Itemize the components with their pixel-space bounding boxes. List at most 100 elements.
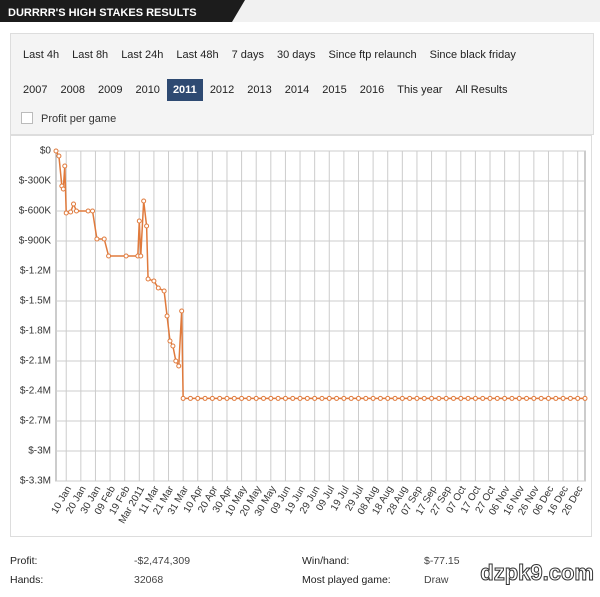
filter-button[interactable]: 2013	[247, 84, 272, 96]
point	[90, 208, 96, 214]
point	[509, 395, 515, 401]
point	[170, 343, 176, 349]
point	[334, 395, 340, 401]
point	[62, 163, 68, 169]
stat-value: Draw	[424, 574, 449, 586]
point	[363, 395, 369, 401]
point	[53, 148, 59, 154]
y-tick-label: $-1.8M	[20, 326, 51, 337]
point	[553, 395, 559, 401]
point	[60, 186, 66, 192]
point	[56, 153, 62, 159]
point	[436, 395, 442, 401]
point	[151, 278, 157, 284]
filter-button[interactable]: 2008	[60, 84, 85, 96]
stat-label: Win/hand:	[302, 555, 350, 567]
point	[71, 201, 77, 207]
point	[450, 395, 456, 401]
point	[414, 395, 420, 401]
point	[161, 288, 167, 294]
checkbox[interactable]: Profit per game	[21, 112, 116, 125]
point	[202, 395, 208, 401]
point	[341, 395, 347, 401]
y-tick-label: $-300K	[19, 176, 52, 187]
plot-area	[55, 150, 586, 482]
filter-button[interactable]: 2010	[135, 84, 160, 96]
y-tick-label: $-3.3M	[20, 476, 51, 487]
point	[575, 395, 581, 401]
header-badge: DURRRR'S HIGH STAKES RESULTS	[0, 0, 245, 22]
point	[275, 395, 281, 401]
header-title: DURRRR'S HIGH STAKES RESULTS	[8, 7, 197, 19]
point	[377, 395, 383, 401]
point	[304, 395, 310, 401]
point	[176, 363, 182, 369]
point	[538, 395, 544, 401]
point	[282, 395, 288, 401]
point	[94, 236, 100, 242]
point	[312, 395, 318, 401]
point	[261, 395, 267, 401]
point	[217, 395, 223, 401]
point	[195, 395, 201, 401]
point	[144, 223, 150, 229]
filter-button[interactable]: This year	[397, 84, 443, 96]
filter-button[interactable]: Last 8h	[72, 49, 109, 61]
checkbox-label: Profit per game	[41, 113, 117, 125]
point	[145, 276, 151, 282]
y-tick-label: $-600K	[19, 206, 52, 217]
point	[326, 395, 332, 401]
filter-button[interactable]: 2012	[209, 84, 235, 96]
point	[531, 395, 537, 401]
filter-button[interactable]: All Results	[455, 84, 508, 96]
filter-button[interactable]: 30 days	[277, 49, 316, 61]
point	[101, 236, 107, 242]
filter-button[interactable]: Last 48h	[176, 49, 219, 61]
point	[429, 395, 435, 401]
point	[268, 395, 274, 401]
point	[167, 338, 173, 344]
point	[180, 395, 186, 401]
point	[187, 395, 193, 401]
point	[399, 395, 405, 401]
filter-button[interactable]: Since black friday	[429, 49, 516, 61]
point	[179, 308, 185, 314]
filter-button[interactable]: Since ftp relaunch	[328, 49, 417, 61]
point	[465, 395, 471, 401]
year-row: 2007 2008 2009 2010 2011 2012 2013 2014 2015 2016…	[17, 79, 514, 101]
filter-button[interactable]: 2009	[97, 84, 123, 96]
filter-button[interactable]: 2007	[23, 84, 48, 96]
filter-button[interactable]: 2016	[359, 84, 385, 96]
point	[392, 395, 398, 401]
stat-value: $-77.15	[424, 555, 460, 567]
filter-button[interactable]: 2014	[284, 84, 310, 96]
stat-value: 32068	[134, 574, 164, 586]
filter-panel: Last 4h Last 8h Last 24h Last 48h 7 days 30 d…	[10, 33, 594, 135]
chart: $0 $-300K $-600K $-900K $-1.2M $-1.5M $-1.8M $-…	[10, 135, 592, 537]
y-tick-label: $-2.4M	[20, 386, 51, 397]
point	[480, 395, 486, 401]
point	[582, 395, 588, 401]
point	[297, 395, 303, 401]
filter-button[interactable]: 2015	[322, 84, 347, 96]
y-tick-label: $-2.1M	[20, 356, 51, 367]
point	[123, 253, 129, 259]
filter-button[interactable]: Last 4h	[23, 49, 60, 61]
point	[355, 395, 361, 401]
point	[421, 395, 427, 401]
point	[290, 395, 296, 401]
y-tick-label: $0	[40, 146, 52, 157]
y-tick-label: $-2.7M	[20, 416, 51, 427]
stat-label: Hands:	[10, 574, 44, 586]
point	[443, 395, 449, 401]
filter-button[interactable]: 2011	[166, 79, 203, 101]
point	[63, 210, 69, 216]
watermark: dzpk9.com	[480, 560, 595, 586]
filter-button[interactable]: 7 days	[231, 49, 265, 61]
stat-label: Most played game:	[302, 574, 391, 586]
filter-button[interactable]: Last 24h	[121, 49, 164, 61]
point	[502, 395, 508, 401]
point	[253, 395, 259, 401]
point	[567, 395, 573, 401]
